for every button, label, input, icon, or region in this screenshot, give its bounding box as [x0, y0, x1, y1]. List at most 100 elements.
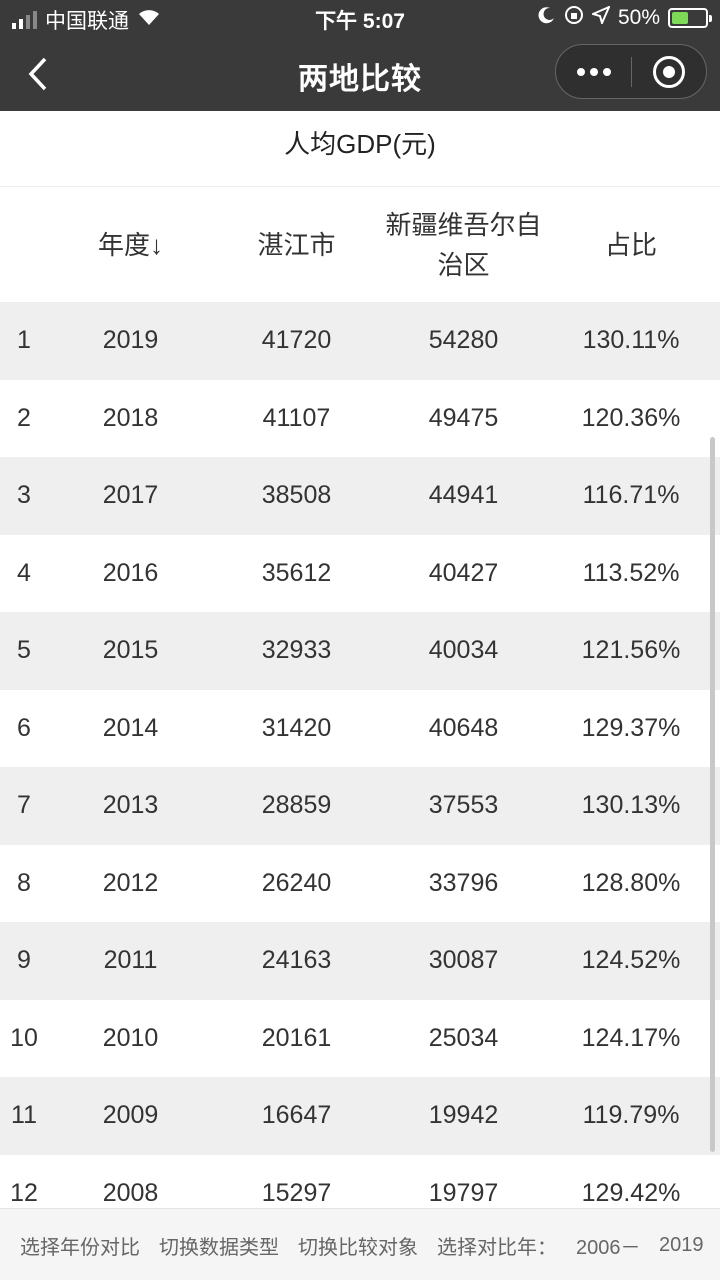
- table-row[interactable]: 3 2017 38508 44941 116.71%: [0, 457, 720, 535]
- row-city-a-value: 41720: [261, 326, 332, 354]
- back-button[interactable]: [20, 56, 56, 92]
- row-ratio: 120.36%: [581, 403, 681, 432]
- bottom-toolbar: 选择年份对比 切换数据类型 切换比较对象 选择对比年： 2006－ 2019: [0, 1208, 720, 1280]
- row-ratio: 116.71%: [582, 481, 680, 509]
- battery-percent: 50%: [617, 6, 660, 29]
- table-row[interactable]: 7 2013 28859 37553 130.13%: [0, 767, 720, 845]
- row-year: 2016: [102, 558, 159, 587]
- switch-compare-target-button[interactable]: 切换比较对象: [298, 1236, 418, 1259]
- row-ratio: 121.56%: [581, 636, 681, 664]
- table-row[interactable]: 6 2014 31420 40648 129.37%: [0, 690, 720, 768]
- row-ratio: 119.79%: [582, 1101, 680, 1129]
- table-body: 1 2019 41720 54280 130.11% 2 2018 41107 49475 120…: [0, 302, 720, 1208]
- row-city-a-value: 16647: [261, 1101, 332, 1129]
- header-city-b-line2: 治区: [437, 250, 490, 280]
- more-button[interactable]: [556, 45, 631, 98]
- table-row[interactable]: 12 2008 15297 19797 129.42%: [0, 1155, 720, 1209]
- menu-capsule: [555, 44, 707, 99]
- year-from-picker[interactable]: 2006－: [576, 1236, 641, 1259]
- status-right: 50%: [538, 5, 712, 31]
- status-bar: 中国联通 下午 5:07 50%: [0, 0, 720, 36]
- scrollbar[interactable]: [710, 437, 715, 1152]
- switch-data-type-button[interactable]: 切换数据类型: [159, 1236, 279, 1259]
- table-row[interactable]: 5 2015 32933 40034 121.56%: [0, 612, 720, 690]
- row-ratio: 129.42%: [581, 1178, 681, 1207]
- row-city-b-value: 33796: [428, 868, 499, 897]
- row-year: 2009: [102, 1101, 159, 1129]
- row-year: 2017: [102, 481, 159, 509]
- table-row[interactable]: 10 2010 20161 25034 124.17%: [0, 1000, 720, 1078]
- row-index: 4: [17, 558, 31, 587]
- table-row[interactable]: 8 2012 26240 33796 128.80%: [0, 845, 720, 923]
- row-city-a-value: 20161: [261, 1023, 332, 1052]
- row-index: 7: [17, 791, 31, 819]
- rotation-lock-icon: [564, 5, 584, 31]
- row-year: 2012: [102, 868, 159, 897]
- row-year: 2015: [102, 636, 159, 664]
- row-ratio: 130.11%: [582, 326, 680, 354]
- row-city-b-value: 37553: [428, 791, 499, 819]
- top-bar: 中国联通 下午 5:07 50% 两地比较: [0, 0, 720, 111]
- table-row[interactable]: 9 2011 24163 30087 124.52%: [0, 922, 720, 1000]
- header-ratio: 占比: [604, 230, 657, 260]
- table-row[interactable]: 4 2016 35612 40427 113.52%: [0, 535, 720, 613]
- battery-fill: [672, 12, 688, 24]
- row-ratio: 124.52%: [581, 946, 681, 974]
- row-city-a-value: 41107: [262, 403, 331, 432]
- header-city-a: 湛江市: [257, 230, 336, 260]
- header-year[interactable]: 年度↓: [97, 230, 163, 260]
- row-city-a-value: 28859: [261, 791, 332, 819]
- row-index: 3: [17, 481, 31, 509]
- status-time: 下午 5:07: [315, 10, 405, 33]
- row-city-b-value: 54280: [428, 326, 499, 354]
- status-left: 中国联通: [12, 5, 161, 35]
- row-city-b-value: 49475: [428, 403, 499, 432]
- row-index: 2: [17, 403, 31, 432]
- row-index: 12: [10, 1178, 38, 1207]
- battery-icon: [668, 8, 712, 28]
- row-city-b-value: 44941: [428, 481, 499, 509]
- row-index: 5: [17, 636, 31, 664]
- header-city-b: 新疆维吾尔自 治区: [380, 188, 547, 302]
- table-header: 年度↓ 湛江市 新疆维吾尔自 治区 占比: [0, 188, 720, 302]
- row-year: 2014: [102, 713, 159, 742]
- header-city-b-line1: 新疆维吾尔自: [385, 210, 542, 240]
- row-ratio: 129.37%: [581, 713, 681, 742]
- carrier-label: 中国联通: [45, 10, 129, 33]
- row-city-b-value: 40648: [428, 713, 499, 742]
- row-city-a-value: 24163: [261, 946, 332, 974]
- close-button[interactable]: [632, 45, 706, 98]
- row-city-a-value: 31420: [261, 713, 332, 742]
- table-row[interactable]: 11 2009 16647 19942 119.79%: [0, 1077, 720, 1155]
- row-city-b-value: 30087: [428, 946, 499, 974]
- location-icon: [590, 5, 611, 30]
- row-city-a-value: 15297: [261, 1178, 332, 1207]
- row-city-a-value: 38508: [261, 481, 332, 509]
- table-row[interactable]: 2 2018 41107 49475 120.36%: [0, 380, 720, 458]
- row-index: 11: [11, 1101, 37, 1129]
- nav-bar: 两地比较: [0, 36, 720, 111]
- wifi-icon: [137, 8, 161, 32]
- row-city-a-value: 35612: [261, 558, 332, 587]
- select-year-compare-button[interactable]: 选择年份对比: [20, 1236, 140, 1259]
- row-year: 2018: [102, 403, 159, 432]
- data-type-title: 人均GDP(元): [0, 111, 720, 187]
- row-year: 2011: [103, 946, 158, 974]
- row-city-b-value: 25034: [428, 1023, 499, 1052]
- row-ratio: 124.17%: [581, 1023, 681, 1052]
- row-year: 2019: [102, 326, 159, 354]
- table-row[interactable]: 1 2019 41720 54280 130.11%: [0, 302, 720, 380]
- row-index: 9: [17, 946, 31, 974]
- row-city-b-value: 40427: [428, 558, 499, 587]
- page-title: 两地比较: [298, 63, 422, 96]
- row-year: 2008: [102, 1178, 159, 1207]
- moon-icon: [538, 6, 556, 30]
- chevron-left-icon: [28, 57, 47, 91]
- row-ratio: 130.13%: [581, 791, 681, 819]
- row-city-b-value: 19797: [428, 1178, 499, 1207]
- select-year-label: 选择对比年：: [437, 1236, 557, 1259]
- target-circle-icon: [652, 55, 685, 88]
- row-index: 6: [17, 713, 31, 742]
- year-to-picker[interactable]: 2019: [659, 1233, 704, 1256]
- signal-icon: [12, 11, 37, 29]
